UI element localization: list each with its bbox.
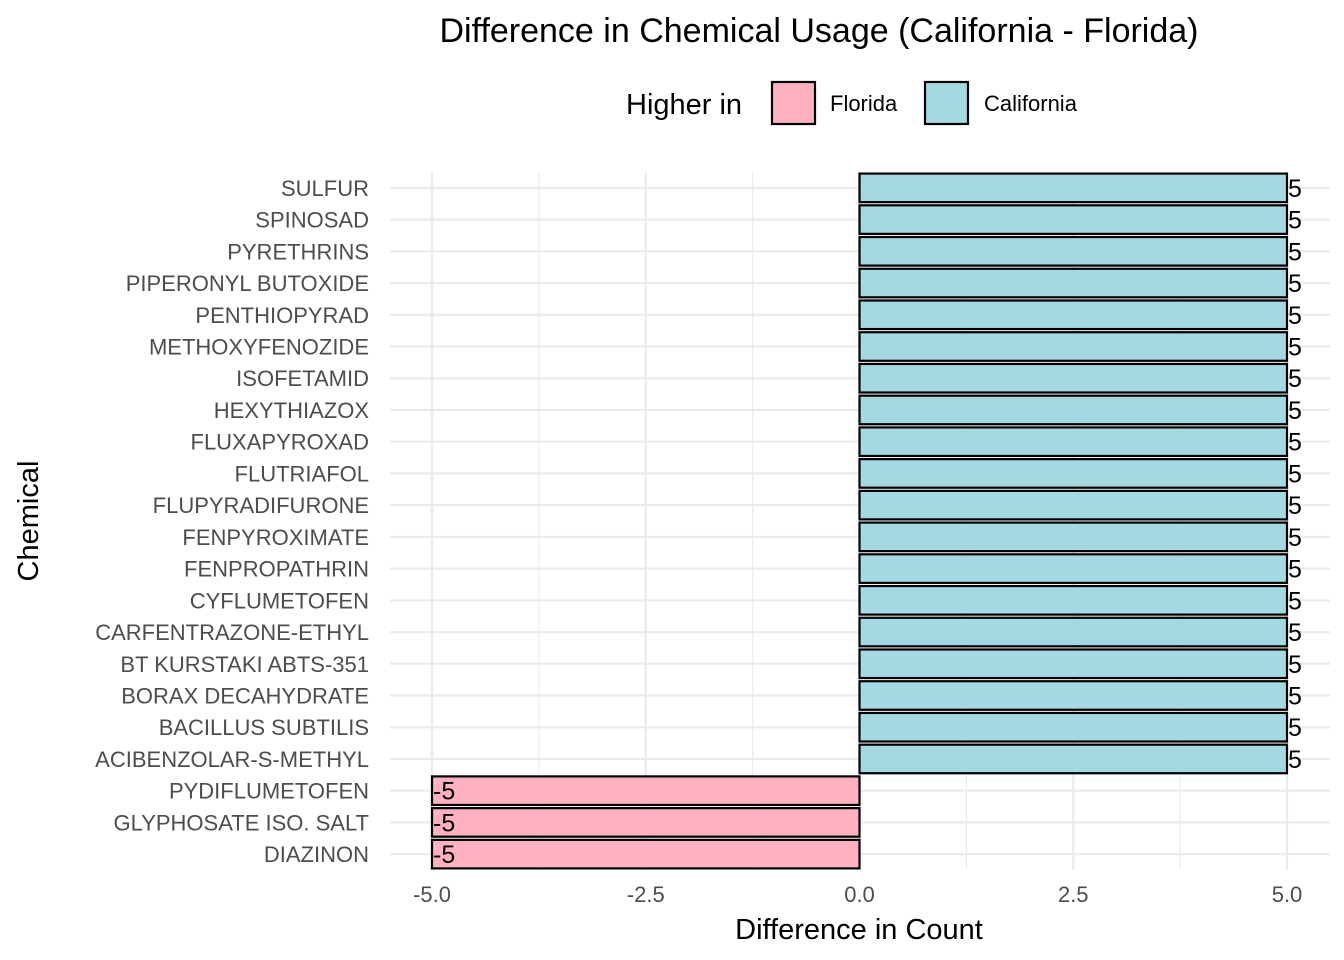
chart-title: Difference in Chemical Usage (California… [440, 12, 1199, 50]
bar-isofetamid [858, 362, 1289, 394]
bar-methoxyfenozide [858, 331, 1289, 362]
y-tick-label: PIPERONYL BUTOXIDE [126, 271, 369, 296]
y-tick-label: CARFENTRAZONE-ETHYL [95, 620, 369, 645]
data-labels: 5 5 5 5 5 5 5 5 5 5 5 5 5 5 5 5 5 5 5 -5 -5 -5 [433, 175, 1302, 869]
y-tick-label: HEXYTHIAZOX [214, 398, 370, 423]
legend-swatch-florida [770, 80, 817, 126]
data-label: 5 [1288, 746, 1302, 774]
y-tick-label: FLUPYRADIFURONE [153, 493, 369, 518]
data-label: 5 [1288, 429, 1302, 457]
legend-label-florida: Florida [830, 91, 898, 116]
y-tick-label: ACIBENZOLAR-S-METHYL [95, 747, 369, 772]
bar-acibenzolar-s-methyl [858, 743, 1289, 775]
bar-bt-kurstaki-abts-351 [858, 648, 1289, 680]
bar-piperonyl-butoxide [858, 267, 1289, 299]
x-tick-label: 0.0 [844, 882, 875, 907]
y-tick-label: DIAZINON [264, 842, 369, 867]
x-tick-label: -5.0 [413, 882, 451, 907]
y-axis-labels: SULFUR SPINOSAD PYRETHRINS PIPERONYL BUTOXI… [95, 176, 369, 867]
data-label: -5 [433, 841, 455, 869]
x-axis-labels: -5.0 -2.5 0.0 2.5 5.0 [413, 882, 1302, 907]
data-label: 5 [1288, 460, 1302, 488]
x-tick-label: 2.5 [1058, 882, 1089, 907]
data-label: 5 [1288, 714, 1302, 742]
y-tick-label: FENPYROXIMATE [182, 525, 369, 550]
y-tick-label: BORAX DECAHYDRATE [121, 684, 369, 709]
data-label: 5 [1288, 556, 1302, 584]
data-label: 5 [1288, 587, 1302, 615]
bar-penthiopyrad [858, 299, 1289, 331]
y-tick-label: METHOXYFENOZIDE [149, 335, 369, 360]
bar-flutriafol [858, 458, 1289, 489]
bar-pydiflumetofen [430, 775, 861, 807]
y-tick-label: SPINOSAD [255, 208, 369, 233]
y-axis-title: Chemical [13, 461, 45, 582]
y-tick-label: PYDIFLUMETOFEN [169, 779, 369, 804]
data-label: 5 [1288, 334, 1302, 362]
legend-title: Higher in [626, 89, 742, 121]
x-tick-label: -2.5 [627, 882, 665, 907]
bar-glyphosate-iso-salt [430, 807, 861, 838]
data-label: 5 [1288, 397, 1302, 425]
legend: Higher in Florida California [626, 80, 1078, 126]
legend-swatch-california [923, 80, 970, 126]
data-label: 5 [1288, 651, 1302, 679]
data-label: 5 [1288, 207, 1302, 235]
x-tick-label: 5.0 [1272, 882, 1303, 907]
bar-flupyradifurone [858, 489, 1289, 521]
y-tick-label: FLUXAPYROXAD [191, 430, 370, 455]
y-tick-label: PENTHIOPYRAD [195, 303, 369, 328]
data-label: 5 [1288, 270, 1302, 298]
bar-borax-decahydrate [858, 680, 1289, 711]
data-label: 5 [1288, 175, 1302, 203]
x-axis-title: Difference in Count [735, 914, 983, 946]
bar-spinosad [858, 204, 1289, 235]
data-label: 5 [1288, 619, 1302, 647]
bar-cyflumetofen [858, 584, 1289, 616]
bar-carfentrazone-ethyl [858, 616, 1289, 648]
bar-fenpropathrin [858, 553, 1289, 584]
bar-diazinon [430, 838, 861, 870]
y-tick-label: SULFUR [281, 176, 369, 201]
data-label: 5 [1288, 683, 1302, 711]
y-tick-label: CYFLUMETOFEN [190, 588, 369, 613]
bar-pyrethrins [858, 235, 1289, 267]
data-label: -5 [433, 809, 455, 837]
data-label: 5 [1288, 524, 1302, 552]
bar-hexythiazox [858, 394, 1289, 426]
y-tick-label: BT KURSTAKI ABTS-351 [120, 652, 369, 677]
y-tick-label: BACILLUS SUBTILIS [159, 715, 369, 740]
data-label: 5 [1288, 302, 1302, 330]
legend-label-california: California [984, 91, 1078, 116]
bar-sulfur [858, 172, 1289, 204]
data-label: 5 [1288, 238, 1302, 266]
y-tick-label: FENPROPATHRIN [184, 557, 369, 582]
bar-fenpyroximate [858, 521, 1289, 553]
bar-bacillus-subtilis [858, 711, 1289, 743]
y-tick-label: FLUTRIAFOL [235, 461, 369, 486]
data-label: 5 [1288, 365, 1302, 393]
data-label: -5 [433, 778, 455, 806]
y-tick-label: GLYPHOSATE ISO. SALT [113, 810, 369, 835]
y-tick-label: PYRETHRINS [227, 239, 369, 264]
bar-fluxapyroxad [858, 426, 1289, 458]
bars [430, 172, 1289, 870]
y-tick-label: ISOFETAMID [236, 366, 369, 391]
data-label: 5 [1288, 492, 1302, 520]
